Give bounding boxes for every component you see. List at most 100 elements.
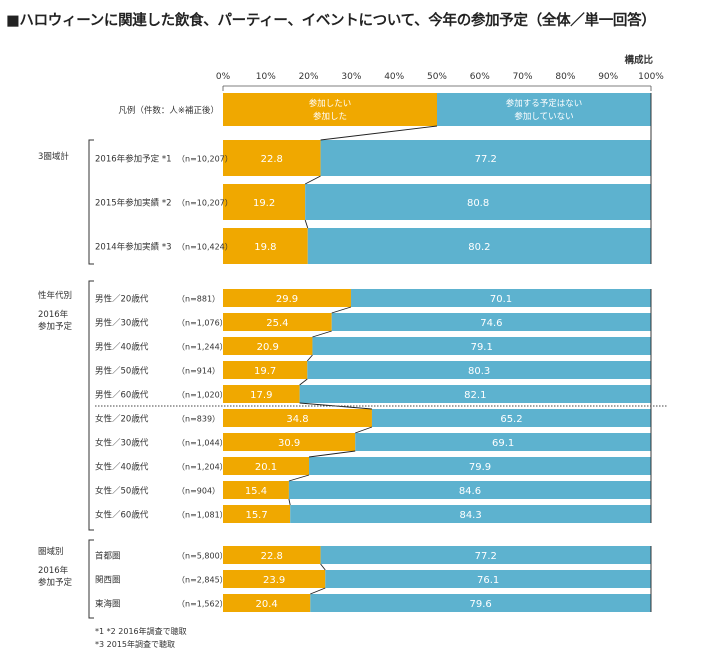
connector-line [320,125,438,141]
sample-size-label: （n=914） [177,367,220,376]
connector-line [304,219,309,229]
legend-swatch-series2 [437,93,651,126]
sample-size-label: （n=904） [177,487,220,496]
group-label: 3圏域計 [38,151,69,162]
category-label: 男性／20歳代 [95,294,149,305]
bar-value-label: 25.4 [266,318,288,329]
x-tick-label: 30% [341,72,361,82]
bar-value-label: 80.8 [467,198,489,209]
group-label: 性年代別 [38,290,72,301]
group-bracket [88,539,94,619]
bar-value-label: 80.2 [468,242,490,253]
bar-series2 [331,313,651,331]
legend-series1-label: 参加した [313,111,347,122]
x-tick-label: 90% [598,72,618,82]
category-label: 2014年参加実績 *3 [95,242,172,253]
category-label: 2015年参加実績 *2 [95,198,172,209]
bar-series1 [223,313,332,331]
bar-series2 [320,546,651,564]
group-label: 圏域別 [38,546,64,557]
bar-series2 [310,594,651,612]
bar-series1 [223,184,306,220]
bar-series2 [307,361,651,379]
bar-series1 [223,457,310,475]
bar-series1 [223,570,326,588]
group-label: 参加予定 [38,577,73,588]
bar-series2 [309,457,651,475]
sample-size-label: （n=1,562） [177,600,228,609]
connector-line [288,498,291,506]
connector-line [312,330,332,338]
sample-size-label: （n=1,081） [177,511,228,520]
bar-value-label: 20.9 [257,342,279,353]
bar-value-label: 29.9 [276,294,298,305]
sample-size-label: （n=10,207） [177,155,233,164]
unit-label: 構成比 [624,54,653,66]
legend-swatch-series1 [223,93,437,126]
bar-series1 [223,289,351,307]
bar-value-label: 34.8 [286,414,308,425]
bar-series2 [320,140,651,176]
legend-series2-label: 参加していない [514,111,573,122]
connector-line [304,175,321,185]
bar-series1 [223,594,311,612]
sample-size-label: （n=839） [177,415,220,424]
category-label: 女性／40歳代 [95,462,149,473]
bar-value-label: 17.9 [250,390,272,401]
x-tick-label: 40% [384,72,404,82]
x-tick-label: 70% [513,72,533,82]
sample-size-label: （n=1,076） [177,319,228,328]
group-label: 2016年 [38,565,69,576]
group-bracket [88,139,94,265]
legend-row-label: 凡例（件数：人※補正後） [118,105,219,116]
category-label: 男性／30歳代 [95,318,149,329]
bar-value-label: 84.3 [459,510,481,521]
bar-series1 [223,481,289,499]
bar-value-label: 76.1 [477,575,499,586]
x-tick-label: 0% [216,72,231,82]
x-tick-label: 10% [256,72,276,82]
connector-line [331,306,352,314]
x-tick-label: 60% [470,72,490,82]
chart-title: ■ハロウィーンに関連した飲食、パーティー、イベントについて、今年の参加予定（全体… [6,13,656,29]
bar-series1 [223,385,300,403]
category-label: 女性／30歳代 [95,438,149,449]
category-label: 2016年参加予定 *1 [95,154,172,165]
bar-series2 [288,481,651,499]
bar-series1 [223,409,372,427]
category-label: 男性／60歳代 [95,390,149,401]
bar-series2 [312,337,651,355]
bar-series1 [223,228,308,264]
sample-size-label: （n=1,020） [177,391,228,400]
bar-value-label: 84.6 [459,486,481,497]
footnote: *1 *2 2016年調査で聴取 [95,626,187,636]
connector-line [310,587,326,595]
bar-value-label: 15.4 [245,486,267,497]
legend-series2-label: 参加する予定はない [506,98,583,109]
connector-line [299,378,308,386]
bar-value-label: 69.1 [492,438,514,449]
sample-size-label: （n=1,204） [177,463,228,472]
bar-series2 [305,184,651,220]
bar-value-label: 19.7 [254,366,276,377]
x-tick-label: 80% [555,72,575,82]
bar-series2 [350,289,651,307]
footnote: *3 2015年調査で聴取 [95,639,175,649]
bar-value-label: 19.2 [253,198,275,209]
bar-series2 [307,228,651,264]
connector-line [320,563,326,571]
category-label: 首都圏 [95,551,121,562]
bar-value-label: 20.1 [255,462,277,473]
bar-value-label: 20.4 [256,599,278,610]
group-bracket [88,280,94,531]
connector-line [306,354,313,362]
x-tick-label: 50% [427,72,447,82]
bar-series1 [223,140,321,176]
bar-series1 [223,505,291,523]
bar-value-label: 70.1 [490,294,512,305]
bar-value-label: 23.9 [263,575,285,586]
legend-series1-label: 参加したい [309,98,352,109]
sample-size-label: （n=10,207） [177,199,233,208]
bar-value-label: 65.2 [500,414,522,425]
